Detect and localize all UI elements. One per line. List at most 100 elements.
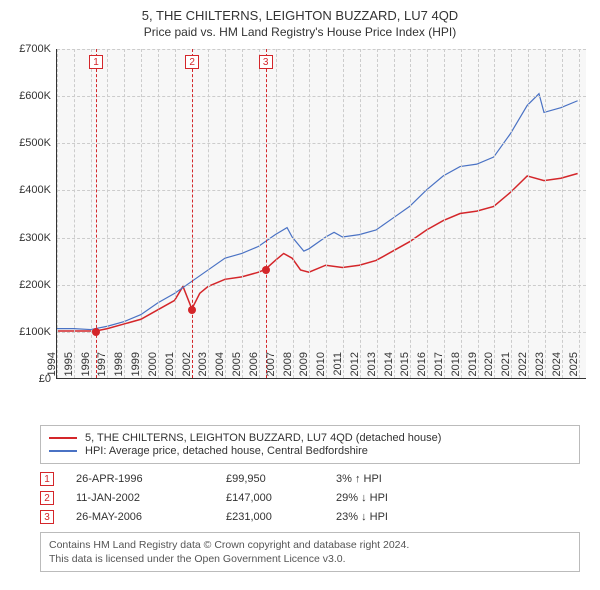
gridline-v (208, 49, 209, 378)
gridline-v (74, 49, 75, 378)
title-block: 5, THE CHILTERNS, LEIGHTON BUZZARD, LU7 … (10, 8, 590, 39)
event-row-1: 1 26-APR-1996 £99,950 3% ↑ HPI (40, 472, 580, 486)
legend-label-property: 5, THE CHILTERNS, LEIGHTON BUZZARD, LU7 … (85, 432, 441, 444)
event-hpi-2: 29% ↓ HPI (336, 492, 388, 504)
x-tick-label: 2009 (298, 352, 310, 376)
gridline-h (57, 49, 586, 50)
x-tick-label: 2025 (568, 352, 580, 376)
event-date-1: 26-APR-1996 (76, 473, 226, 485)
gridline-v (326, 49, 327, 378)
x-tick-label: 2004 (214, 352, 226, 376)
gridline-v (57, 49, 58, 378)
event-line (192, 49, 193, 378)
events-table: 1 26-APR-1996 £99,950 3% ↑ HPI 2 11-JAN-… (40, 472, 580, 524)
x-tick-label: 2002 (181, 352, 193, 376)
event-date-2: 11-JAN-2002 (76, 492, 226, 504)
series-line-property (57, 174, 578, 332)
chart-plot-area: £0£100K£200K£300K£400K£500K£600K£700K123 (56, 49, 586, 379)
x-tick-label: 1998 (113, 352, 125, 376)
x-axis-labels: 1994199519961997199819992000200120022003… (46, 348, 576, 388)
event-line (266, 49, 267, 378)
x-tick-label: 2023 (534, 352, 546, 376)
x-tick-label: 1999 (130, 352, 142, 376)
x-tick-label: 1994 (46, 352, 58, 376)
y-tick-label: £600K (19, 90, 51, 102)
x-tick-label: 2015 (399, 352, 411, 376)
gridline-v (444, 49, 445, 378)
event-badge-2: 2 (40, 491, 54, 505)
x-tick-label: 2014 (383, 352, 395, 376)
x-tick-label: 2021 (500, 352, 512, 376)
event-badge-3: 3 (40, 510, 54, 524)
x-tick-label: 2022 (517, 352, 529, 376)
x-tick-label: 2005 (231, 352, 243, 376)
sale-marker (92, 328, 100, 336)
chart-container: 5, THE CHILTERNS, LEIGHTON BUZZARD, LU7 … (0, 0, 600, 590)
y-tick-label: £500K (19, 137, 51, 149)
x-tick-label: 2010 (315, 352, 327, 376)
gridline-v (343, 49, 344, 378)
title-address: 5, THE CHILTERNS, LEIGHTON BUZZARD, LU7 … (10, 8, 590, 23)
x-tick-label: 2013 (366, 352, 378, 376)
gridline-v (225, 49, 226, 378)
event-badge-chart: 3 (259, 55, 273, 69)
gridline-v (242, 49, 243, 378)
gridline-v (377, 49, 378, 378)
event-hpi-3: 23% ↓ HPI (336, 511, 388, 523)
title-subtitle: Price paid vs. HM Land Registry's House … (10, 25, 590, 39)
event-row-2: 2 11-JAN-2002 £147,000 29% ↓ HPI (40, 491, 580, 505)
footer-line2: This data is licensed under the Open Gov… (49, 552, 571, 566)
gridline-v (91, 49, 92, 378)
gridline-v (309, 49, 310, 378)
event-price-1: £99,950 (226, 473, 336, 485)
gridline-v (427, 49, 428, 378)
legend-row-hpi: HPI: Average price, detached house, Cent… (49, 445, 571, 457)
gridline-v (124, 49, 125, 378)
x-tick-label: 2017 (433, 352, 445, 376)
gridline-v (394, 49, 395, 378)
x-tick-label: 2001 (164, 352, 176, 376)
gridline-v (141, 49, 142, 378)
gridline-v (360, 49, 361, 378)
x-tick-label: 1997 (96, 352, 108, 376)
event-hpi-1: 3% ↑ HPI (336, 473, 382, 485)
gridline-h (57, 285, 586, 286)
gridline-v (511, 49, 512, 378)
x-tick-label: 1995 (63, 352, 75, 376)
series-line-hpi (57, 94, 578, 330)
x-tick-label: 2012 (349, 352, 361, 376)
gridline-h (57, 238, 586, 239)
legend-box: 5, THE CHILTERNS, LEIGHTON BUZZARD, LU7 … (40, 425, 580, 464)
x-tick-label: 2020 (483, 352, 495, 376)
y-tick-label: £300K (19, 232, 51, 244)
gridline-h (57, 332, 586, 333)
y-tick-label: £700K (19, 43, 51, 55)
footer-box: Contains HM Land Registry data © Crown c… (40, 532, 580, 572)
gridline-v (562, 49, 563, 378)
gridline-v (175, 49, 176, 378)
gridline-v (494, 49, 495, 378)
x-tick-label: 2007 (265, 352, 277, 376)
x-tick-label: 2000 (147, 352, 159, 376)
x-tick-label: 2016 (416, 352, 428, 376)
x-tick-label: 2003 (197, 352, 209, 376)
y-tick-label: £100K (19, 326, 51, 338)
y-tick-label: £400K (19, 184, 51, 196)
x-tick-label: 2018 (450, 352, 462, 376)
chart-lines-svg (57, 49, 586, 378)
event-badge-chart: 1 (89, 55, 103, 69)
event-price-2: £147,000 (226, 492, 336, 504)
gridline-h (57, 143, 586, 144)
gridline-v (528, 49, 529, 378)
x-tick-label: 2006 (248, 352, 260, 376)
gridline-v (158, 49, 159, 378)
legend-label-hpi: HPI: Average price, detached house, Cent… (85, 445, 368, 457)
event-price-3: £231,000 (226, 511, 336, 523)
gridline-h (57, 190, 586, 191)
gridline-v (259, 49, 260, 378)
y-tick-label: £200K (19, 279, 51, 291)
legend-swatch-hpi (49, 450, 77, 452)
gridline-v (461, 49, 462, 378)
x-tick-label: 2008 (282, 352, 294, 376)
gridline-v (276, 49, 277, 378)
